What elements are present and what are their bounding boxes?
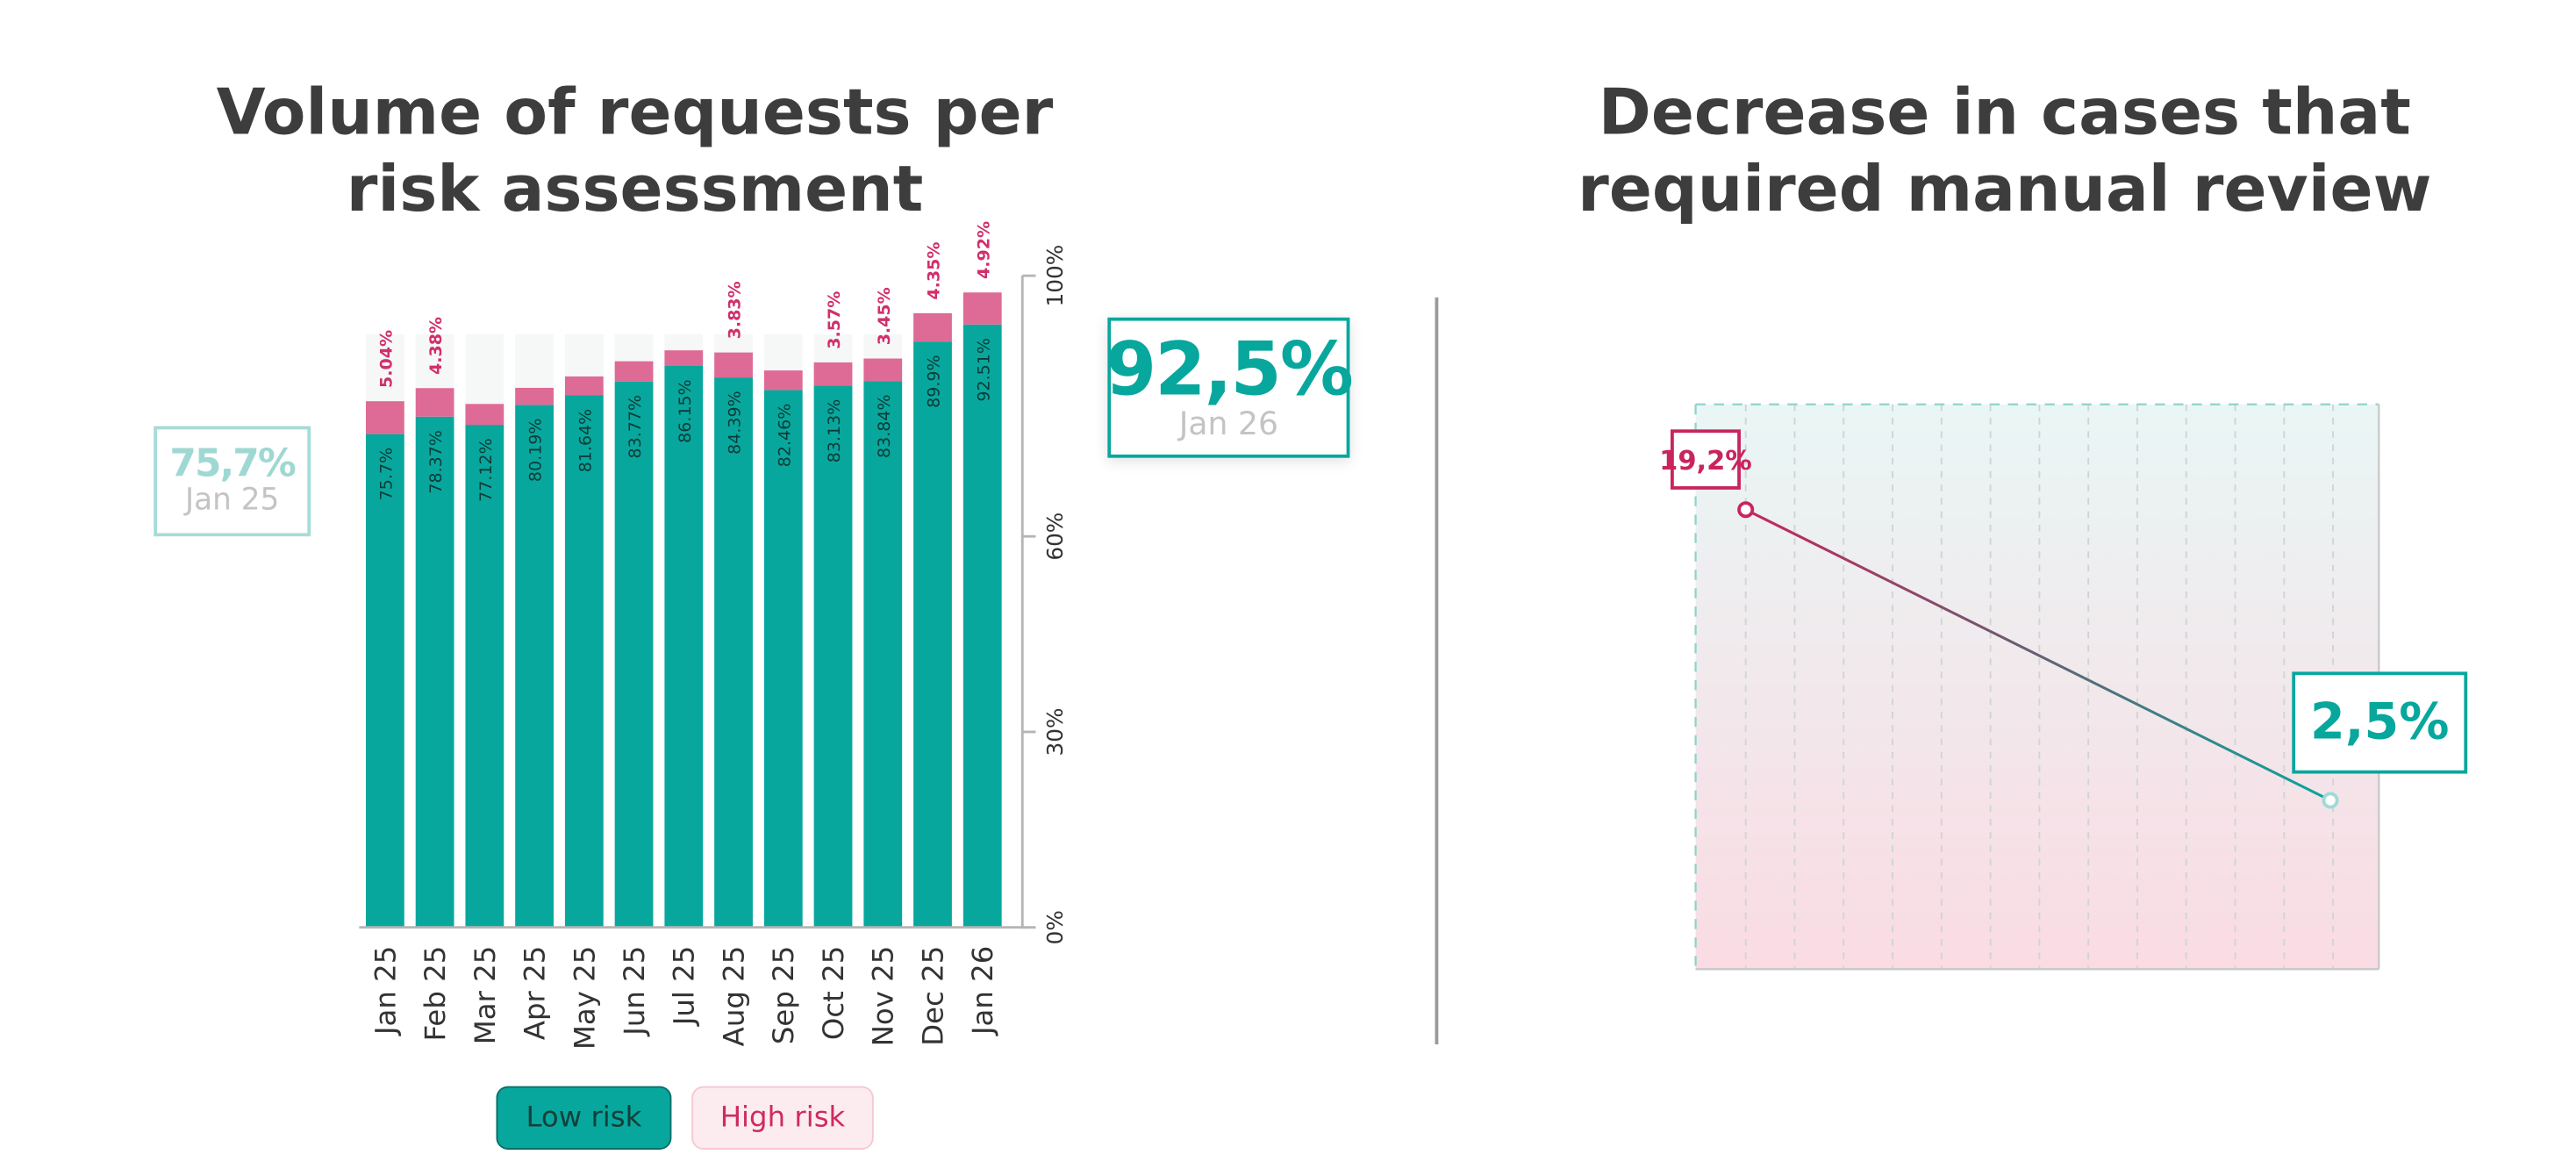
high-risk-data-label: 3.45% — [875, 287, 894, 345]
trend-line — [1745, 508, 2331, 802]
bar-low-risk — [564, 395, 604, 928]
bar-low-risk — [664, 366, 704, 928]
bar-low-risk — [962, 324, 1002, 928]
bar-low-risk — [465, 425, 504, 928]
x-tick-label: Apr 25 — [519, 946, 552, 1040]
left-chart-title: Volume of requests per risk assessment — [100, 74, 1170, 227]
right-chart-title: Decrease in cases that required manual r… — [1470, 74, 2540, 227]
bar-high-risk — [913, 312, 952, 342]
low-risk-data-label: 77.12% — [476, 438, 496, 502]
end-point — [2322, 792, 2339, 809]
bar-low-risk — [365, 434, 404, 928]
start-value-callout: 75,7% Jan 25 — [154, 426, 311, 537]
bar-high-risk — [415, 388, 454, 417]
y-tick-label: 0% — [1042, 910, 1068, 944]
bar-low-risk — [813, 385, 853, 928]
bar-low-risk — [415, 416, 454, 928]
bar-high-risk — [664, 350, 704, 367]
low-risk-data-label: 82.46% — [775, 404, 794, 468]
review-start-value: 19,2% — [1659, 443, 1752, 476]
low-risk-data-label: 83.13% — [825, 399, 844, 463]
bar-low-risk — [614, 381, 654, 928]
bar-high-risk — [962, 292, 1002, 325]
low-risk-data-label: 83.84% — [875, 394, 894, 458]
high-risk-data-label: 4.38% — [426, 317, 446, 375]
start-value: 75,7% — [169, 441, 296, 486]
bar-low-risk — [763, 390, 803, 928]
x-tick-label: Jan 25 — [369, 946, 402, 1036]
low-risk-data-label: 83.77% — [626, 395, 645, 459]
bar-low-risk — [714, 377, 753, 928]
left-title-line-2: risk assessment — [346, 152, 924, 226]
x-tick-label: Dec 25 — [916, 946, 949, 1046]
low-risk-data-label: 84.39% — [726, 391, 745, 455]
review-end-value: 2,5% — [2310, 693, 2450, 752]
x-tick-label: Aug 25 — [717, 946, 750, 1047]
low-risk-data-label: 78.37% — [426, 430, 446, 494]
low-risk-data-label: 81.64% — [576, 409, 595, 473]
x-tick-label: Sep 25 — [767, 946, 800, 1044]
x-tick-label: Nov 25 — [867, 946, 900, 1047]
high-risk-data-label: 4.35% — [925, 242, 944, 300]
x-tick-label: Jun 25 — [618, 946, 651, 1037]
review-end-callout: 2,5% — [2292, 671, 2468, 774]
bar-high-risk — [614, 361, 654, 382]
x-tick-label: May 25 — [568, 946, 601, 1050]
x-tick-label: Feb 25 — [419, 946, 452, 1042]
y-tick-label: 100% — [1042, 245, 1068, 307]
end-date: Jan 26 — [1178, 405, 1279, 442]
bar-high-risk — [515, 387, 554, 405]
left-title-line-1: Volume of requests per — [216, 75, 1054, 149]
low-risk-data-label: 89.9% — [925, 355, 944, 407]
right-title-line-1: Decrease in cases that — [1598, 75, 2411, 149]
low-risk-data-label: 86.15% — [676, 379, 695, 443]
bar-high-risk — [714, 352, 753, 378]
end-value: 92,5% — [1105, 326, 1354, 412]
low-risk-data-label: 75.7% — [376, 448, 396, 500]
end-value-callout: 92,5% Jan 26 — [1105, 317, 1354, 458]
x-tick-label: Jan 26 — [966, 946, 999, 1036]
bar-high-risk — [564, 376, 604, 396]
legend-high-risk[interactable]: High risk — [691, 1086, 874, 1150]
x-tick-label: Mar 25 — [469, 946, 502, 1045]
review-start-callout: 19,2% — [1659, 429, 1752, 490]
plot-area — [1695, 404, 2379, 970]
right-title-line-2: required manual review — [1578, 152, 2432, 226]
bar-low-risk — [863, 381, 903, 928]
chart-divider — [1435, 297, 1439, 1045]
legend-low-risk[interactable]: Low risk — [496, 1086, 672, 1150]
x-tick-label: Jul 25 — [668, 946, 701, 1028]
bar-low-risk — [515, 405, 554, 928]
bar-low-risk — [913, 341, 952, 928]
high-risk-data-label: 3.83% — [726, 281, 745, 339]
start-point — [1737, 501, 1755, 519]
y-tick-label: 60% — [1042, 513, 1068, 561]
x-tick-label: Oct 25 — [817, 946, 850, 1040]
high-risk-data-label: 5.04% — [376, 330, 396, 388]
low-risk-data-label: 80.19% — [526, 418, 546, 482]
high-risk-data-label: 3.57% — [825, 291, 844, 349]
y-tick-label: 30% — [1042, 707, 1068, 756]
bar-high-risk — [465, 404, 504, 426]
bar-high-risk — [863, 358, 903, 382]
bar-high-risk — [813, 362, 853, 386]
high-risk-data-label: 4.92% — [974, 221, 993, 279]
start-date: Jan 25 — [184, 482, 280, 518]
low-risk-data-label: 92.51% — [974, 338, 993, 402]
bar-high-risk — [365, 401, 404, 434]
bar-high-risk — [763, 370, 803, 391]
